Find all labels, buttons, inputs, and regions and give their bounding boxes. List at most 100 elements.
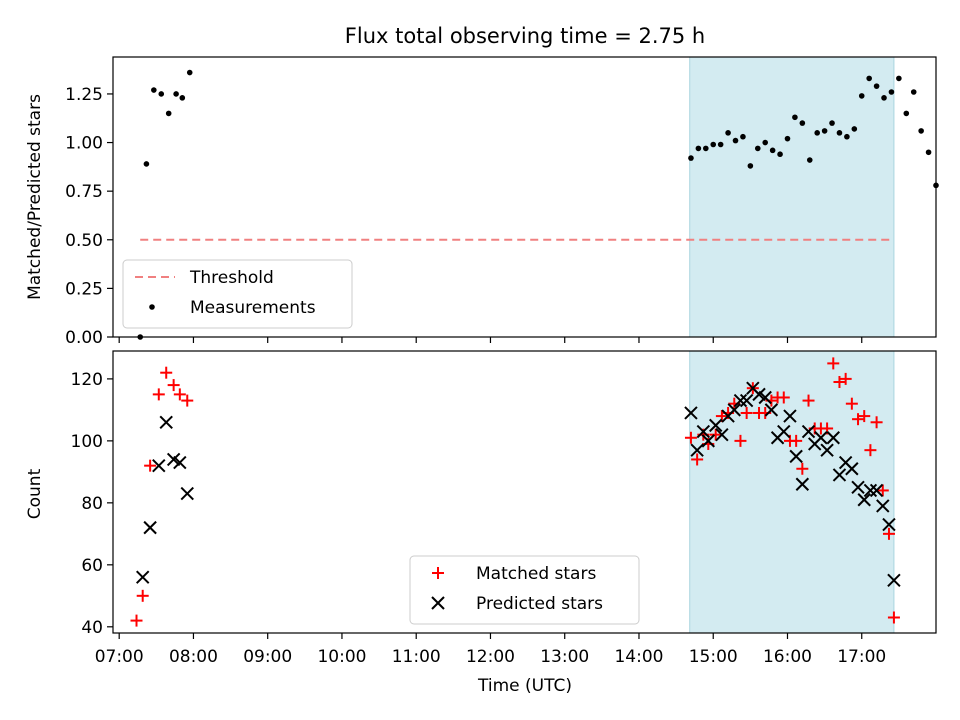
predicted-point-11	[709, 418, 723, 433]
measurement-point-22	[792, 114, 798, 121]
measurement-point-13	[725, 130, 731, 136]
legend-measurements-swatch	[149, 304, 155, 310]
measurement-point-25	[814, 130, 820, 136]
measurement-point-16	[747, 163, 754, 169]
predicted-point-33	[845, 462, 859, 476]
matched-point-0	[130, 614, 143, 627]
measurement-point-12	[717, 141, 724, 148]
legend-matched-swatch	[432, 567, 444, 579]
x-tick-label-3: 10:00	[317, 647, 366, 667]
measurement-point-7	[186, 69, 193, 76]
measurement-point-5	[173, 91, 179, 97]
x-tick-label-2: 09:00	[243, 647, 292, 667]
predicted-point-28	[814, 431, 828, 445]
top-y-tick-label-0: 0.00	[65, 328, 103, 348]
top-y-tick-label-4: 1.00	[65, 134, 103, 154]
bottom-y-tick-label-4: 120	[71, 370, 103, 390]
measurement-point-29	[844, 133, 850, 140]
legend-predicted-label: Predicted stars	[476, 594, 603, 614]
matched-point-25	[790, 434, 803, 447]
bottom-panel: 40 60 80 100 120 07:00 08:00 09:00 10:00 11:00 12…	[25, 350, 937, 696]
predicted-point-36	[863, 483, 878, 498]
x-tick-label-0: 07:00	[95, 647, 144, 667]
predicted-point-19	[758, 390, 772, 405]
matched-point-4	[160, 366, 173, 379]
predicted-point-31	[832, 468, 847, 482]
matched-point-31	[827, 357, 840, 370]
top-legend: Threshold Measurements	[122, 259, 353, 329]
count-points	[130, 357, 901, 627]
measurement-point-10	[703, 145, 709, 152]
predicted-point-16	[739, 393, 754, 408]
predicted-point-39	[882, 517, 896, 532]
top-highlight-span	[689, 56, 895, 338]
predicted-point-7	[684, 406, 698, 420]
measurement-point-11	[710, 141, 717, 148]
matched-point-32	[833, 375, 846, 388]
top-y-ticks: 0.00 0.25 0.50 0.75 1.00 1.25	[65, 85, 113, 348]
predicted-point-2	[152, 458, 166, 473]
predicted-point-37	[869, 483, 884, 498]
predicted-point-30	[826, 431, 840, 445]
matched-point-39	[876, 484, 889, 497]
matched-point-40	[882, 527, 895, 540]
matched-point-23	[777, 391, 790, 404]
measurement-point-40	[925, 149, 932, 156]
x-tick-label-9: 16:00	[763, 647, 812, 667]
measurement-point-35	[888, 89, 895, 95]
matched-point-35	[852, 413, 865, 426]
matched-point-36	[858, 410, 871, 423]
predicted-point-3	[159, 415, 173, 429]
matched-point-8	[684, 431, 697, 444]
measurement-point-30	[851, 126, 858, 132]
matched-point-6	[173, 388, 186, 401]
predicted-point-0	[135, 570, 150, 584]
legend-matched-label: Matched stars	[476, 564, 596, 584]
bottom-y-tick-label-0: 40	[81, 618, 103, 638]
top-legend-box	[122, 259, 353, 329]
matched-point-1	[136, 589, 149, 602]
measurement-points	[137, 69, 939, 340]
matched-point-12	[709, 428, 722, 441]
predicted-point-20	[764, 403, 779, 417]
predicted-point-29	[820, 443, 834, 457]
matched-point-5	[167, 379, 180, 392]
x-tick-label-7: 14:00	[614, 647, 663, 667]
bottom-plot-frame	[112, 350, 937, 634]
measurement-point-24	[806, 157, 813, 163]
measurement-point-18	[762, 139, 769, 146]
measurement-point-21	[784, 135, 791, 142]
predicted-point-8	[690, 443, 704, 457]
matched-point-17	[740, 406, 753, 419]
predicted-point-5	[173, 455, 187, 470]
measurement-point-3	[158, 91, 165, 97]
top-y-tick-label-2: 0.50	[65, 231, 103, 251]
x-tick-label-8: 15:00	[689, 647, 738, 667]
bottom-y-axis-label: Count	[25, 468, 45, 519]
x-tick-label-5: 12:00	[466, 647, 515, 667]
bottom-y-tick-label-3: 100	[71, 432, 103, 452]
measurement-point-2	[151, 87, 157, 93]
matched-point-33	[839, 372, 852, 385]
matched-point-27	[802, 394, 815, 407]
matched-point-38	[870, 416, 883, 429]
predicted-point-6	[180, 486, 194, 501]
predicted-point-15	[733, 393, 748, 408]
predicted-point-14	[727, 403, 741, 417]
predicted-point-9	[696, 424, 711, 439]
predicted-point-35	[857, 493, 871, 507]
bottom-y-tick-label-2: 80	[81, 494, 103, 514]
predicted-point-40	[887, 573, 901, 588]
predicted-point-1	[143, 520, 157, 535]
predicted-point-25	[795, 477, 810, 491]
chart-title: Flux total observing time = 2.75 h	[345, 24, 705, 48]
x-tick-label-1: 08:00	[169, 647, 218, 667]
bottom-legend: Matched stars Predicted stars	[409, 555, 640, 625]
measurement-point-19	[769, 147, 776, 154]
legend-threshold-label: Threshold	[189, 268, 274, 288]
measurement-point-38	[910, 89, 917, 95]
measurement-point-15	[740, 133, 746, 140]
x-axis-label: Time (UTC)	[477, 676, 572, 696]
measurement-point-23	[799, 120, 806, 126]
top-x-ticks	[118, 337, 863, 343]
